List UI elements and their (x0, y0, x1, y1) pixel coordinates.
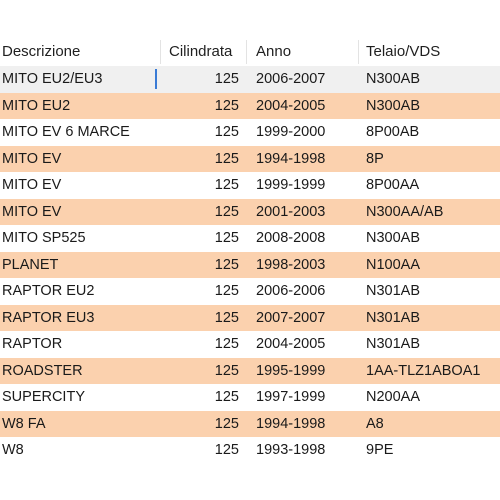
cell-telaio[interactable]: A8 (366, 415, 384, 432)
cell-anno[interactable]: 1994-1998 (256, 150, 326, 167)
cell-telaio[interactable]: N300AB (366, 97, 421, 114)
cell-anno[interactable]: 1997-1999 (256, 389, 326, 405)
cell-cilindrata[interactable]: 125 (214, 389, 239, 405)
column-divider[interactable] (160, 40, 161, 64)
cell-anno[interactable]: 1999-1999 (256, 177, 326, 193)
cell-descrizione[interactable]: RAPTOR EU3 (2, 309, 95, 326)
table-row[interactable]: MITO SP525 125 2008-2008 N300AB (0, 225, 500, 252)
cell-cilindrata[interactable]: 125 (214, 309, 239, 326)
table-row[interactable]: W8 125 1993-1998 9PE (0, 437, 500, 464)
cell-anno[interactable]: 1998-2003 (256, 256, 326, 273)
cell-descrizione[interactable]: RAPTOR EU2 (2, 283, 95, 299)
table-row[interactable]: ROADSTER 125 1995-1999 1AA-TLZ1ABOA1 (0, 357, 500, 384)
column-header-anno[interactable]: Anno (256, 43, 292, 60)
cell-anno[interactable]: 2007-2007 (256, 309, 326, 326)
column-divider[interactable] (358, 40, 359, 64)
cell-descrizione[interactable]: PLANET (2, 256, 59, 273)
cell-cilindrata[interactable]: 125 (214, 71, 239, 87)
cell-anno[interactable]: 1994-1998 (256, 415, 326, 432)
cell-telaio[interactable]: 8P00AA (366, 177, 420, 193)
cell-cilindrata[interactable]: 125 (214, 283, 239, 299)
cell-anno[interactable]: 1995-1999 (256, 362, 326, 379)
column-divider[interactable] (246, 40, 247, 64)
table-row[interactable]: MITO EV 6 MARCE 125 1999-2000 8P00AB (0, 119, 500, 146)
cell-telaio[interactable]: 8P00AB (366, 124, 420, 140)
cell-descrizione[interactable]: MITO EV (2, 150, 62, 167)
cell-descrizione[interactable]: MITO EV 6 MARCE (2, 124, 130, 140)
column-header-cilindrata[interactable]: Cilindrata (169, 43, 233, 60)
cell-anno[interactable]: 2004-2005 (256, 336, 326, 352)
table-row[interactable]: MITO EV 125 2001-2003 N300AA/AB (0, 198, 500, 225)
cell-cilindrata[interactable]: 125 (214, 230, 239, 246)
cell-descrizione[interactable]: SUPERCITY (2, 389, 85, 405)
cell-cilindrata[interactable]: 125 (214, 336, 239, 352)
cell-telaio[interactable]: N300AA/AB (366, 203, 444, 220)
cell-telaio[interactable]: 8P (366, 150, 384, 167)
cell-telaio[interactable]: 1AA-TLZ1ABOA1 (366, 362, 481, 379)
cell-anno[interactable]: 2008-2008 (256, 230, 326, 246)
cell-descrizione[interactable]: W8 FA (2, 415, 46, 432)
cell-descrizione[interactable]: MITO EV (2, 177, 62, 193)
cell-telaio[interactable]: N300AB (366, 230, 421, 246)
table-row[interactable]: W8 FA 125 1994-1998 A8 (0, 410, 500, 437)
table-header: Descrizione Cilindrata Anno Telaio/VDS (0, 38, 500, 66)
table-row[interactable]: SUPERCITY 125 1997-1999 N200AA (0, 384, 500, 411)
cell-cilindrata[interactable]: 125 (214, 362, 239, 379)
cell-descrizione[interactable]: MITO EV (2, 203, 62, 220)
cell-telaio[interactable]: N301AB (366, 283, 421, 299)
cell-cilindrata[interactable]: 125 (214, 124, 239, 140)
cell-descrizione[interactable]: MITO EU2/EU3 (2, 71, 103, 87)
cell-cilindrata[interactable]: 125 (214, 442, 239, 458)
table-row[interactable]: RAPTOR EU3 125 2007-2007 N301AB (0, 304, 500, 331)
cell-telaio[interactable]: N301AB (366, 309, 421, 326)
cell-descrizione[interactable]: ROADSTER (2, 362, 83, 379)
cell-anno[interactable]: 1999-2000 (256, 124, 326, 140)
cell-telaio[interactable]: 9PE (366, 442, 394, 458)
cell-anno[interactable]: 2001-2003 (256, 203, 326, 220)
cell-cilindrata[interactable]: 125 (214, 150, 239, 167)
cell-telaio[interactable]: N300AB (366, 71, 421, 87)
cell-cilindrata[interactable]: 125 (214, 256, 239, 273)
cell-telaio[interactable]: N100AA (366, 256, 421, 273)
table-row[interactable]: MITO EU2 125 2004-2005 N300AB (0, 92, 500, 119)
table-row[interactable]: PLANET 125 1998-2003 N100AA (0, 251, 500, 278)
column-header-descrizione[interactable]: Descrizione (2, 43, 81, 60)
column-header-telaio[interactable]: Telaio/VDS (366, 43, 441, 60)
cell-descrizione[interactable]: MITO SP525 (2, 230, 86, 246)
cell-anno[interactable]: 2006-2007 (256, 71, 326, 87)
table-row[interactable]: RAPTOR EU2 125 2006-2006 N301AB (0, 278, 500, 305)
cell-cilindrata[interactable]: 125 (214, 97, 239, 114)
text-cursor (155, 69, 157, 89)
cell-descrizione[interactable]: MITO EU2 (2, 97, 71, 114)
cell-anno[interactable]: 2004-2005 (256, 97, 326, 114)
cell-cilindrata[interactable]: 125 (214, 177, 239, 193)
cell-descrizione[interactable]: RAPTOR (2, 336, 63, 352)
table-row[interactable]: MITO EV 125 1999-1999 8P00AA (0, 172, 500, 199)
cell-descrizione[interactable]: W8 (2, 442, 24, 458)
table-body: MITO EU2/EU3 125 2006-2007 N300AB MITO EU2 12… (0, 66, 500, 464)
table-row[interactable]: MITO EU2/EU3 125 2006-2007 N300AB (0, 66, 500, 93)
cell-telaio[interactable]: N301AB (366, 336, 421, 352)
cell-cilindrata[interactable]: 125 (214, 203, 239, 220)
table-row[interactable]: RAPTOR 125 2004-2005 N301AB (0, 331, 500, 358)
cell-cilindrata[interactable]: 125 (214, 415, 239, 432)
table-row[interactable]: MITO EV 125 1994-1998 8P (0, 145, 500, 172)
cell-anno[interactable]: 1993-1998 (256, 442, 326, 458)
cell-anno[interactable]: 2006-2006 (256, 283, 326, 299)
cell-telaio[interactable]: N200AA (366, 389, 421, 405)
